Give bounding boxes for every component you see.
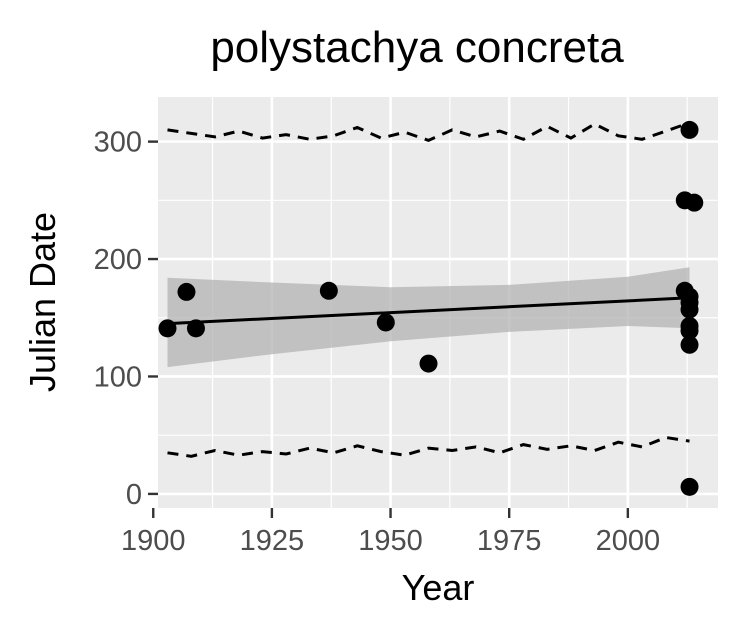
y-tick-label: 200 xyxy=(94,244,142,276)
dashed-series-layer xyxy=(167,121,690,458)
x-tick-label: 1975 xyxy=(477,525,542,557)
data-point xyxy=(680,321,699,340)
confidence-band-layer xyxy=(167,267,690,368)
x-tick-label: 1900 xyxy=(121,525,186,557)
data-points xyxy=(158,120,704,496)
data-point xyxy=(376,313,395,332)
data-point xyxy=(680,300,699,319)
lower-dashed-line xyxy=(167,435,690,458)
data-point xyxy=(186,319,205,338)
data-point xyxy=(680,335,699,354)
x-tick-label: 2000 xyxy=(596,525,661,557)
data-point xyxy=(319,281,338,300)
axes: 0 100 200 300 1900 1925 1950 1975 2000 xyxy=(94,127,660,557)
x-tick-label: 1950 xyxy=(358,525,423,557)
x-tick-label: 1925 xyxy=(240,525,305,557)
chart-title: polystachya concreta xyxy=(210,23,624,72)
data-point xyxy=(680,477,699,496)
y-tick-label: 0 xyxy=(126,479,142,511)
data-point xyxy=(177,282,196,301)
data-point xyxy=(680,120,699,139)
y-tick-label: 300 xyxy=(94,127,142,159)
y-axis-title: Julian Date xyxy=(22,212,63,392)
data-point xyxy=(419,354,438,373)
y-tick-label: 100 xyxy=(94,361,142,393)
trend-line-layer xyxy=(167,296,690,326)
confidence-band xyxy=(167,267,690,368)
x-axis-title: Year xyxy=(402,567,475,608)
data-point xyxy=(685,193,704,212)
trend-line xyxy=(167,296,690,326)
upper-dashed-line xyxy=(167,121,690,143)
data-point xyxy=(158,319,177,338)
